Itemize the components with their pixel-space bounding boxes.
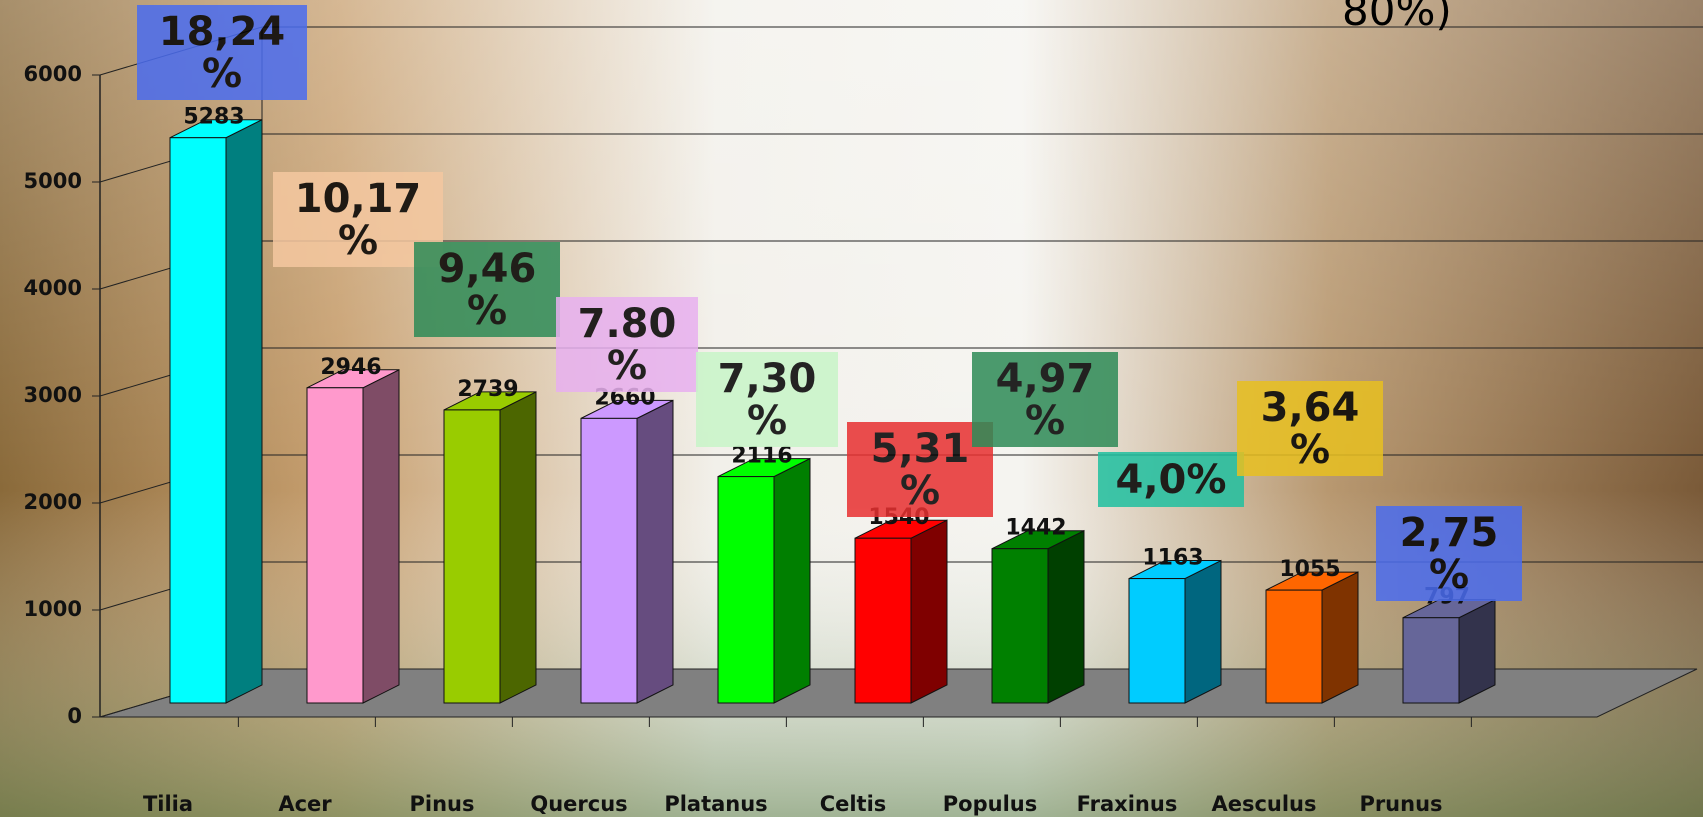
x-tick-label: Pinus xyxy=(410,792,475,816)
percent-label: 18,24 % xyxy=(137,5,307,100)
value-label: 2116 xyxy=(731,444,792,469)
bar-side xyxy=(636,399,674,704)
corner-text: 80%) xyxy=(1342,0,1452,35)
bar-side xyxy=(910,519,948,704)
x-tick-label: Platanus xyxy=(664,792,767,816)
x-tick-label: Prunus xyxy=(1359,792,1442,816)
y-tick-label: 2000 xyxy=(24,490,82,514)
bar-side xyxy=(1321,571,1359,704)
bar-side xyxy=(773,457,811,704)
x-tick-label: Populus xyxy=(943,792,1037,816)
x-tick-label: Tilia xyxy=(143,792,193,816)
bar-side xyxy=(225,118,263,704)
x-tick-label: Fraxinus xyxy=(1077,792,1178,816)
y-tick-label: 6000 xyxy=(24,62,82,86)
bar xyxy=(1402,617,1460,704)
value-label: 1442 xyxy=(1005,516,1066,541)
y-tick-label: 1000 xyxy=(24,597,82,621)
percent-label: 7,30 % xyxy=(696,352,838,447)
bar-side xyxy=(1184,559,1222,704)
bar-side xyxy=(362,368,400,704)
y-tick-label: 3000 xyxy=(24,383,82,407)
percent-label: 7.80 % xyxy=(556,297,698,392)
bar-side xyxy=(1047,529,1085,704)
y-tick-label: 0 xyxy=(67,704,82,728)
value-label: 1163 xyxy=(1142,546,1203,571)
bar xyxy=(306,387,364,704)
x-tick-label: Aesculus xyxy=(1211,792,1316,816)
bar xyxy=(1265,589,1323,704)
percent-label: 3,64 % xyxy=(1237,381,1383,476)
bar-side xyxy=(499,391,537,704)
x-tick-label: Celtis xyxy=(820,792,887,816)
percent-label: 4,0% xyxy=(1098,452,1244,507)
percent-label: 9,46 % xyxy=(414,242,560,337)
value-label: 2946 xyxy=(320,355,381,380)
y-tick-label: 5000 xyxy=(24,169,82,193)
bar xyxy=(1128,578,1186,704)
bar xyxy=(854,537,912,704)
percent-label: 10,17 % xyxy=(273,172,443,267)
percent-label: 4,97 % xyxy=(972,352,1118,447)
bar xyxy=(717,476,775,704)
value-label: 5283 xyxy=(183,105,244,130)
bar xyxy=(169,137,227,704)
value-label: 1055 xyxy=(1279,557,1340,582)
percent-label: 5,31 % xyxy=(847,422,993,517)
percent-label: 2,75 % xyxy=(1376,506,1522,601)
value-label: 2739 xyxy=(457,377,518,402)
bar xyxy=(443,409,501,704)
x-tick-label: Quercus xyxy=(530,792,627,816)
bar xyxy=(580,417,638,704)
bar xyxy=(991,548,1049,704)
y-tick-label: 4000 xyxy=(24,276,82,300)
x-tick-label: Acer xyxy=(278,792,332,816)
